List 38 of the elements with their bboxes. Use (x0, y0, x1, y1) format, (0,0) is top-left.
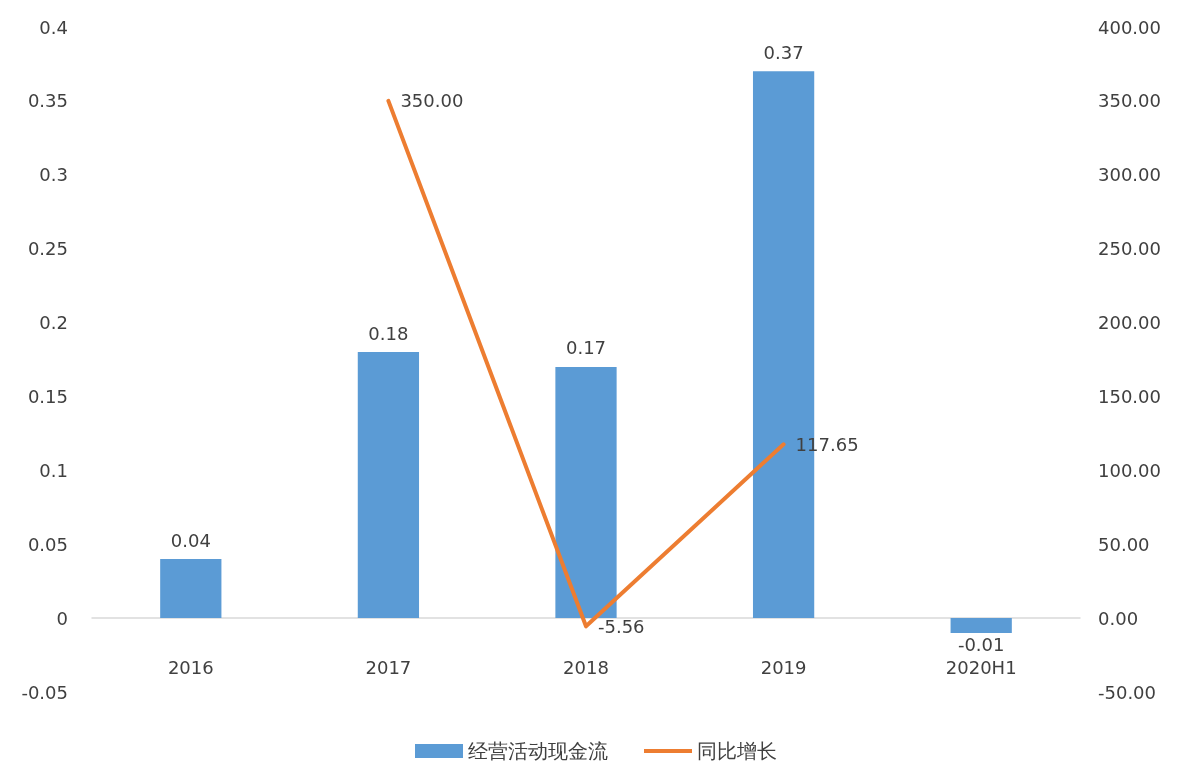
y-tick-label: -0.05 (21, 681, 68, 703)
x-tick-label: 2020H1 (945, 656, 1017, 678)
data-label: -0.01 (957, 634, 1005, 656)
y-tick-label: 0.2 (39, 312, 68, 334)
y2-tick-label: 0.00 (1098, 607, 1139, 629)
y2-tick-label: 300.00 (1098, 164, 1161, 186)
legend-label: 经营活动现金流 (468, 739, 608, 763)
legend-label: 同比增长 (697, 739, 777, 763)
y-tick-label: 0.05 (27, 533, 68, 555)
bar (160, 559, 222, 619)
x-tick-label: 2017 (365, 656, 412, 678)
y2-tick-label: 350.00 (1098, 90, 1161, 112)
data-label: -5.56 (598, 615, 645, 637)
y-tick-label: 0.1 (39, 459, 68, 481)
x-tick-label: 2018 (563, 656, 609, 678)
y2-tick-label: 150.00 (1098, 385, 1161, 407)
x-tick-label: 2016 (167, 656, 214, 678)
y2-tick-label: 100.00 (1098, 459, 1161, 481)
data-label: 0.37 (763, 41, 804, 63)
data-label: 0.18 (368, 322, 409, 344)
bar (950, 618, 1012, 633)
data-label: 0.04 (170, 529, 211, 551)
y-tick-label: 0.35 (27, 90, 68, 112)
bar (555, 366, 617, 619)
bar (357, 352, 420, 619)
x-tick-label: 2019 (760, 656, 807, 678)
y-tick-label: 0.15 (27, 385, 68, 407)
y2-tick-label: 250.00 (1098, 238, 1161, 260)
data-label: 350.00 (400, 90, 464, 112)
y-tick-label: 0 (56, 607, 68, 629)
y-tick-label: 0.3 (39, 164, 68, 186)
data-label: 0.17 (565, 337, 607, 359)
y-tick-label: 0.25 (27, 238, 68, 260)
y-tick-label: 0.4 (39, 16, 68, 38)
y2-tick-label: 400.00 (1098, 16, 1161, 38)
y2-tick-label: 200.00 (1098, 312, 1161, 334)
y2-tick-label: 50.00 (1098, 533, 1150, 555)
y2-tick-label: -50.00 (1098, 681, 1157, 703)
